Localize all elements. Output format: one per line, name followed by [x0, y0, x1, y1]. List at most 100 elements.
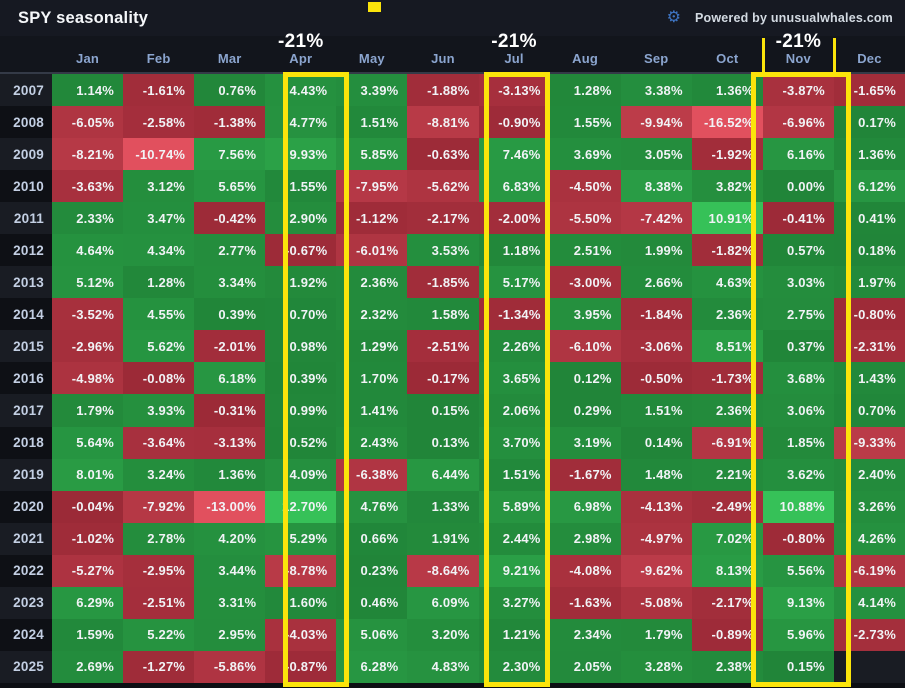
heatmap-cell-2022-jun: -8.64%: [407, 554, 479, 587]
heatmap-cell-2015-aug: -6.10%: [549, 330, 621, 363]
heatmap-cell-2010-nov: 0.00%: [762, 170, 834, 203]
heatmap-cell-2023-jun: 6.09%: [407, 586, 479, 619]
heatmap-row-2017: 2017 1.79% 3.93% -0.31% 0.99% 1.41% 0.15% 2.06%…: [0, 394, 905, 427]
heatmap-cell-2011-apr: 2.90%: [265, 202, 337, 235]
gear-icon[interactable]: ⚙: [666, 9, 681, 26]
top-bar-right: ⚙ Powered by unusualwhales.com: [667, 0, 893, 36]
year-label: 2011: [13, 210, 44, 226]
heatmap-cell-2011-oct: 10.91%: [691, 202, 763, 235]
heatmap-cell-2020-oct: -2.49%: [691, 490, 763, 523]
heatmap-cell-2010-apr: 1.55%: [265, 170, 337, 203]
year-label: 2016: [13, 370, 44, 386]
heatmap-cell-2012-apr: -0.67%: [265, 234, 337, 267]
heatmap-cell-2020-dec: 3.26%: [833, 490, 905, 523]
heatmap-cell-2008-jul: -0.90%: [478, 106, 550, 139]
heatmap-cell-2025-apr: -0.87%: [265, 650, 337, 683]
heatmap-row-2018: 2018 5.64% -3.64% -3.13% 0.52% 2.43% 0.13% 3.70…: [0, 426, 905, 459]
month-header-feb: Feb: [123, 36, 194, 72]
month-header-oct: Oct: [692, 36, 763, 72]
year-label: 2023: [13, 595, 44, 611]
heatmap-cell-2021-jan: -1.02%: [52, 522, 124, 555]
heatmap-cell-2010-mar: 5.65%: [194, 170, 266, 203]
heatmap-cell-2023-feb: -2.51%: [123, 586, 195, 619]
heatmap-cell-2019-dec: 2.40%: [833, 458, 905, 491]
month-header-jun: Jun: [407, 36, 478, 72]
heatmap-row-2008: 2008 -6.05% -2.58% -1.38% 4.77% 1.51% -8.81% -0…: [0, 106, 905, 139]
heatmap-cell-2009-dec: 1.36%: [833, 138, 905, 171]
heatmap-cell-2012-jun: 3.53%: [407, 234, 479, 267]
heatmap-cell-2023-nov: 9.13%: [762, 586, 834, 619]
heatmap-cell-2015-oct: 8.51%: [691, 330, 763, 363]
month-header-label: Jul: [504, 51, 524, 66]
heatmap-cell-2008-apr: 4.77%: [265, 106, 337, 139]
heatmap-cell-2021-feb: 2.78%: [123, 522, 195, 555]
heatmap-cell-2022-jan: -5.27%: [52, 554, 124, 587]
month-header-apr: -21% Apr: [265, 31, 336, 72]
heatmap-cell-2009-may: 5.85%: [336, 138, 408, 171]
heatmap-cell-2009-aug: 3.69%: [549, 138, 621, 171]
heatmap-cell-2010-may: -7.95%: [336, 170, 408, 203]
heatmap-cell-2014-aug: 3.95%: [549, 298, 621, 331]
heatmap-cell-2025-jan: 2.69%: [52, 650, 124, 683]
heatmap-cell-2008-dec: 0.17%: [833, 106, 905, 139]
heatmap-cell-2011-nov: -0.41%: [762, 202, 834, 235]
heatmap-cell-2021-jun: 1.91%: [407, 522, 479, 555]
heatmap-cell-2013-sep: 2.66%: [620, 266, 692, 299]
heatmap-cell-2018-sep: 0.14%: [620, 426, 692, 459]
heatmap-cell-2008-may: 1.51%: [336, 106, 408, 139]
heatmap-cell-2014-nov: 2.75%: [762, 298, 834, 331]
heatmap-cell-2017-oct: 2.36%: [691, 394, 763, 427]
heatmap-cell-2010-jun: -5.62%: [407, 170, 479, 203]
heatmap-row-2007: 2007 1.14% -1.61% 0.76% 4.43% 3.39% -1.88% -3.1…: [0, 74, 905, 107]
year-label: 2009: [13, 146, 44, 162]
heatmap-cell-2014-jul: -1.34%: [478, 298, 550, 331]
heatmap-cell-2016-jul: 3.65%: [478, 362, 550, 395]
heatmap-cell-2024-nov: 5.96%: [762, 618, 834, 651]
heatmap-row-2021: 2021 -1.02% 2.78% 4.20% 5.29% 0.66% 1.91% 2.44%…: [0, 522, 905, 555]
heatmap-cell-2013-jan: 5.12%: [52, 266, 124, 299]
heatmap-cell-2022-sep: -9.62%: [620, 554, 692, 587]
heatmap-row-2012: 2012 4.64% 4.34% 2.77% -0.67% -6.01% 3.53% 1.18…: [0, 234, 905, 267]
heatmap-cell-2018-nov: 1.85%: [762, 426, 834, 459]
month-header-label: Dec: [857, 51, 882, 66]
heatmap-cell-2016-nov: 3.68%: [762, 362, 834, 395]
heatmap-cell-2021-mar: 4.20%: [194, 522, 266, 555]
year-label: 2007: [13, 82, 44, 98]
heatmap-cell-2022-nov: 5.56%: [762, 554, 834, 587]
heatmap-cell-2019-aug: -1.67%: [549, 458, 621, 491]
heatmap-cell-2020-jul: 5.89%: [478, 490, 550, 523]
heatmap-cell-2018-jun: 0.13%: [407, 426, 479, 459]
heatmap-cell-2024-apr: -4.03%: [265, 618, 337, 651]
heatmap-body: 2007 1.14% -1.61% 0.76% 4.43% 3.39% -1.88% -3.1…: [0, 72, 905, 683]
heatmap-cell-2024-jul: 1.21%: [478, 618, 550, 651]
heatmap-cell-2019-mar: 1.36%: [194, 458, 266, 491]
heatmap-cell-2007-oct: 1.36%: [691, 74, 763, 107]
heatmap-cell-2014-jan: -3.52%: [52, 298, 124, 331]
heatmap-cell-2013-may: 2.36%: [336, 266, 408, 299]
heatmap-cell-2013-apr: 1.92%: [265, 266, 337, 299]
month-header-nov: -21% Nov: [763, 31, 834, 72]
powered-by-link[interactable]: Powered by unusualwhales.com: [694, 11, 893, 25]
heatmap-cell-2025-jul: 2.30%: [478, 650, 550, 683]
month-header-mar: Mar: [194, 36, 265, 72]
heatmap-row-2013: 2013 5.12% 1.28% 3.34% 1.92% 2.36% -1.85% 5.17%…: [0, 266, 905, 299]
month-header-may: May: [336, 36, 407, 72]
heatmap-cell-2008-mar: -1.38%: [194, 106, 266, 139]
heatmap-row-2024: 2024 1.59% 5.22% 2.95% -4.03% 5.06% 3.20% 1.21%…: [0, 618, 905, 651]
heatmap-cell-2025-oct: 2.38%: [691, 650, 763, 683]
heatmap-cell-2024-dec: -2.73%: [833, 618, 905, 651]
year-label: 2024: [13, 627, 44, 643]
heatmap-cell-2019-apr: 4.09%: [265, 458, 337, 491]
month-header-aug: Aug: [550, 36, 621, 72]
heatmap-cell-2024-aug: 2.34%: [549, 618, 621, 651]
heatmap-cell-2019-oct: 2.21%: [691, 458, 763, 491]
heatmap-cell-2021-apr: 5.29%: [265, 522, 337, 555]
year-label: 2019: [13, 467, 44, 483]
heatmap-cell-2025-nov: 0.15%: [762, 650, 834, 683]
heatmap-cell-2009-nov: 6.16%: [762, 138, 834, 171]
heatmap-cell-2007-mar: 0.76%: [194, 74, 266, 107]
heatmap-cell-2020-jun: 1.33%: [407, 490, 479, 523]
heatmap-cell-2022-aug: -4.08%: [549, 554, 621, 587]
heatmap-cell-2013-jul: 5.17%: [478, 266, 550, 299]
heatmap-cell-2015-jan: -2.96%: [52, 330, 124, 363]
